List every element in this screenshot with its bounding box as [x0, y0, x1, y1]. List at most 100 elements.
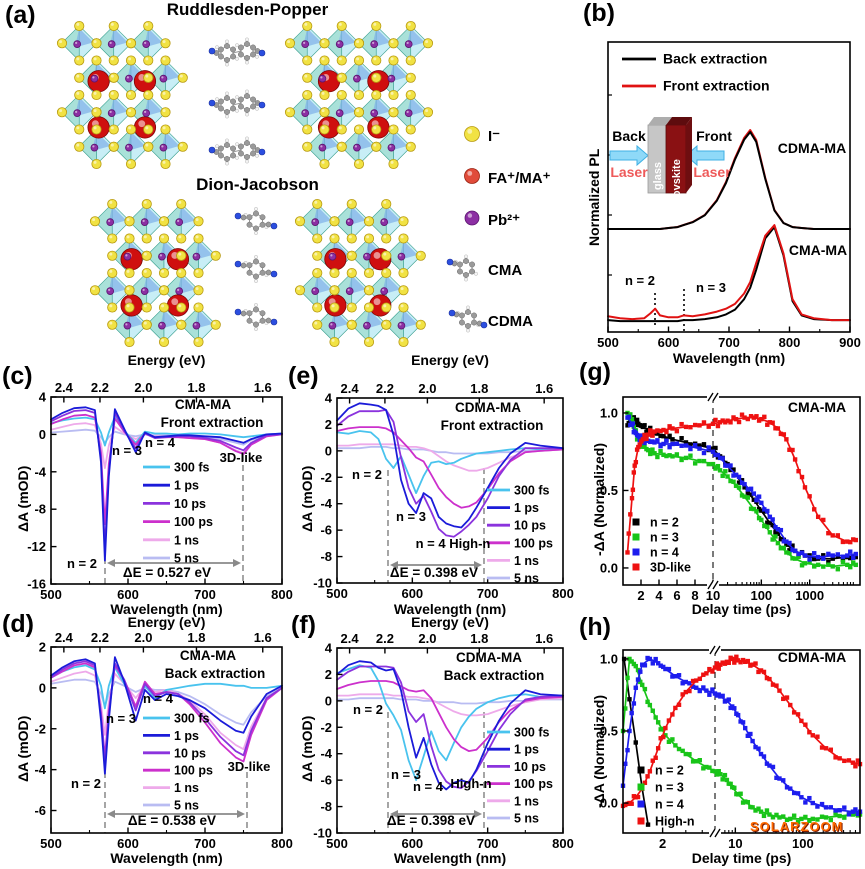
- svg-text:800: 800: [552, 836, 574, 851]
- svg-text:2.4: 2.4: [55, 630, 74, 645]
- svg-text:-4: -4: [320, 496, 332, 511]
- svg-text:700: 700: [477, 836, 499, 851]
- svg-text:Front extraction: Front extraction: [161, 415, 264, 430]
- f-y-axis-title: ΔA (mOD): [299, 715, 315, 782]
- svg-text:1 ps: 1 ps: [514, 743, 539, 757]
- svg-text:n = 2: n = 2: [650, 516, 679, 530]
- svg-text:1.6: 1.6: [535, 381, 553, 396]
- svg-text:ΔE = 0.538 eV: ΔE = 0.538 eV: [128, 813, 216, 828]
- svg-text:High-n: High-n: [655, 815, 695, 829]
- svg-text:600: 600: [658, 335, 680, 350]
- svg-text:CDMA-MA: CDMA-MA: [455, 400, 521, 415]
- svg-text:Laser: Laser: [693, 164, 731, 180]
- svg-text:n = 3: n = 3: [106, 711, 136, 726]
- svg-text:4: 4: [325, 391, 333, 406]
- g-x-axis-title: Delay time (ps): [691, 601, 792, 617]
- svg-text:10 ps: 10 ps: [514, 760, 546, 774]
- legend-cma-label: CMA: [488, 262, 523, 279]
- svg-text:1.8: 1.8: [470, 631, 488, 646]
- svg-text:High-n: High-n: [450, 776, 491, 791]
- svg-text:ΔE = 0.398 eV: ΔE = 0.398 eV: [387, 813, 475, 828]
- svg-text:0.0: 0.0: [600, 796, 618, 811]
- svg-text:300 fs: 300 fs: [174, 712, 209, 726]
- svg-text:Front: Front: [696, 128, 732, 144]
- svg-text:10 ps: 10 ps: [174, 497, 206, 511]
- svg-text:n = 3: n = 3: [655, 781, 684, 795]
- svg-text:500: 500: [326, 836, 348, 851]
- svg-text:n = 4 High-n: n = 4 High-n: [416, 536, 491, 551]
- panel-label-h: (h): [579, 613, 611, 641]
- svg-text:300 fs: 300 fs: [514, 484, 549, 498]
- svg-text:-2: -2: [34, 721, 46, 736]
- svg-text:1.8: 1.8: [187, 380, 205, 395]
- panel-label-a: (a): [5, 1, 36, 29]
- svg-text:-8: -8: [320, 799, 332, 814]
- svg-text:CMA-MA: CMA-MA: [175, 397, 231, 412]
- svg-text:0: 0: [325, 443, 332, 458]
- panel-b-plot: 500 600 700 800 900 Back extraction Front extr…: [597, 41, 861, 350]
- svg-text:1.6: 1.6: [254, 630, 272, 645]
- svg-text:Perovskite: Perovskite: [671, 159, 683, 215]
- f-x-axis-title: Wavelength (nm): [393, 850, 507, 866]
- svg-text:0: 0: [39, 680, 46, 695]
- e-top-axis-title: Energy (eV): [411, 352, 489, 368]
- svg-text:-8: -8: [320, 549, 332, 564]
- svg-text:2.0: 2.0: [134, 630, 152, 645]
- svg-text:100 ps: 100 ps: [514, 536, 553, 550]
- svg-text:1.6: 1.6: [254, 380, 272, 395]
- svg-text:n = 4: n = 4: [145, 435, 176, 450]
- svg-text:10 ps: 10 ps: [514, 519, 546, 533]
- legend-cation-label: FA⁺/MA⁺: [488, 170, 551, 187]
- d-x-axis-title: Wavelength (nm): [110, 850, 223, 866]
- svg-text:-2: -2: [320, 470, 332, 485]
- svg-text:Laser: Laser: [610, 164, 648, 180]
- svg-text:700: 700: [194, 587, 216, 602]
- svg-text:-6: -6: [320, 773, 332, 788]
- svg-text:2.0: 2.0: [134, 380, 152, 395]
- panel-f-plot: 500 600 700 800 4 2 0 -2 -4 -6 -8 -10 2.4 2.2 2.0 1.8 1.…: [313, 631, 574, 851]
- svg-text:n = 3: n = 3: [650, 531, 679, 545]
- svg-text:-6: -6: [320, 523, 332, 538]
- svg-text:0.5: 0.5: [600, 483, 618, 498]
- svg-text:n = 4: n = 4: [143, 691, 174, 706]
- svg-text:2.4: 2.4: [55, 380, 74, 395]
- svg-text:n = 4: n = 4: [655, 798, 684, 812]
- panel-label-g: (g): [579, 358, 611, 386]
- svg-text:600: 600: [401, 836, 423, 851]
- svg-text:ΔE = 0.527 eV: ΔE = 0.527 eV: [123, 565, 211, 580]
- svg-text:600: 600: [117, 836, 139, 851]
- svg-text:100 ps: 100 ps: [174, 515, 213, 529]
- svg-text:-2: -2: [320, 720, 332, 735]
- legend-lead-label: Pb²⁺: [488, 212, 521, 229]
- svg-text:500: 500: [40, 587, 62, 602]
- svg-text:600: 600: [401, 586, 423, 601]
- svg-text:-8: -8: [34, 502, 46, 517]
- c-y-axis-title: ΔA (mOD): [15, 465, 31, 532]
- svg-text:0: 0: [325, 693, 332, 708]
- svg-text:800: 800: [779, 335, 801, 350]
- svg-text:8: 8: [691, 588, 698, 603]
- svg-text:Front extraction: Front extraction: [441, 418, 544, 433]
- svg-text:n = 2: n = 2: [352, 467, 382, 482]
- svg-text:Back extraction: Back extraction: [165, 666, 266, 681]
- svg-text:-16: -16: [27, 577, 46, 592]
- svg-text:5 ns: 5 ns: [174, 552, 199, 566]
- svg-text:100 ps: 100 ps: [514, 777, 553, 791]
- svg-text:1 ns: 1 ns: [514, 554, 539, 568]
- svg-text:1.0: 1.0: [600, 405, 618, 420]
- svg-text:4: 4: [325, 641, 333, 656]
- svg-text:4: 4: [39, 390, 47, 405]
- svg-text:100: 100: [792, 836, 814, 851]
- panel-a-illustration: [56, 20, 488, 348]
- svg-text:ΔE = 0.398 eV: ΔE = 0.398 eV: [390, 565, 478, 580]
- svg-text:1 ps: 1 ps: [514, 501, 539, 515]
- svg-text:2: 2: [39, 640, 46, 655]
- svg-text:2.4: 2.4: [341, 381, 360, 396]
- d-top-axis-title: Energy (eV): [127, 614, 206, 630]
- svg-text:Back extraction: Back extraction: [663, 51, 767, 67]
- panel-h-plot: 2 10 100 1.0 0.5 0.0 n = 2 n = 3 n = 4 High-n CDMA…: [600, 645, 863, 851]
- svg-text:700: 700: [477, 586, 499, 601]
- svg-text:glass: glass: [652, 162, 664, 190]
- svg-text:5 ns: 5 ns: [514, 812, 539, 826]
